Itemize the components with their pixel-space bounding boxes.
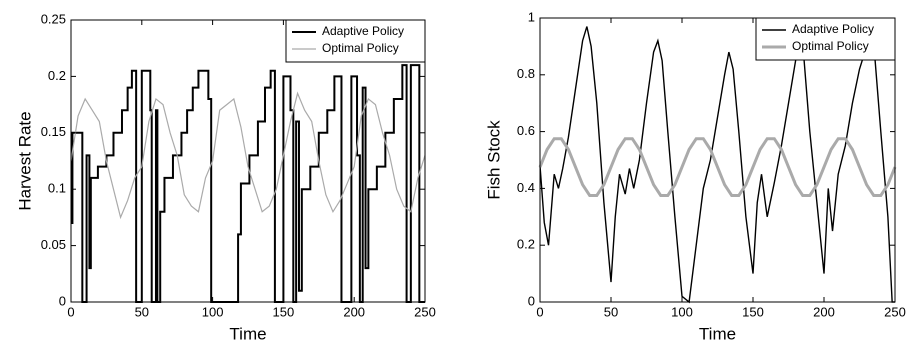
y-tick-label: 0 [59, 293, 66, 308]
x-axis-label: Time [229, 324, 266, 343]
y-tick-label: 0.4 [517, 180, 535, 195]
x-tick-label: 0 [536, 304, 543, 319]
legend-label: Adaptive Policy [792, 22, 874, 36]
x-tick-label: 200 [813, 304, 835, 319]
x-tick-label: 0 [67, 304, 74, 319]
legend-label: Optimal Policy [792, 39, 869, 53]
legend-box [285, 19, 426, 63]
y-tick-label: 0.15 [41, 124, 66, 139]
y-axis-label: Harvest Rate [15, 111, 34, 210]
legend-label: Adaptive Policy [322, 24, 404, 38]
y-tick-label: 0.25 [41, 11, 66, 26]
y-axis-label: Fish Stock [484, 120, 503, 200]
x-tick-label: 100 [671, 304, 693, 319]
x-axis-label: Time [699, 324, 736, 343]
subplot: 0 50 100 150 200 250 0 0.2 0.4 0.6 0.8 1 Time Fish St… [484, 9, 905, 343]
y-tick-label: 0.2 [48, 68, 66, 83]
x-tick-label: 50 [604, 304, 618, 319]
axes-frame [70, 19, 426, 303]
data-line [539, 26, 895, 304]
legend: Adaptive Policy Optimal Policy [285, 19, 426, 63]
y-tick-label: 0.1 [48, 181, 66, 196]
y-tick-label: 1 [528, 9, 535, 24]
data-line [71, 64, 425, 303]
legend-label: Optimal Policy [322, 41, 399, 55]
x-tick-label: 100 [202, 304, 224, 319]
y-tick-label: 0.6 [517, 123, 535, 138]
x-tick-label: 250 [884, 304, 906, 319]
axes-frame [539, 17, 896, 303]
x-tick-label: 150 [742, 304, 764, 319]
x-tick-label: 50 [135, 304, 149, 319]
legend: Adaptive Policy Optimal Policy [755, 17, 896, 61]
data-line [538, 137, 897, 197]
data-line [70, 91, 426, 220]
x-tick-label: 250 [414, 304, 436, 319]
y-tick-label: 0.2 [517, 237, 535, 252]
y-tick-label: 0.8 [517, 66, 535, 81]
y-tick-label: 0 [528, 293, 535, 308]
legend-box [755, 17, 896, 61]
y-tick-label: 0.05 [41, 237, 66, 252]
subplot: 0 50 100 150 200 250 0 0.05 0.1 0.15 0.2 0.25 Time Ha… [15, 11, 435, 343]
x-tick-label: 150 [273, 304, 295, 319]
x-tick-label: 200 [343, 304, 365, 319]
